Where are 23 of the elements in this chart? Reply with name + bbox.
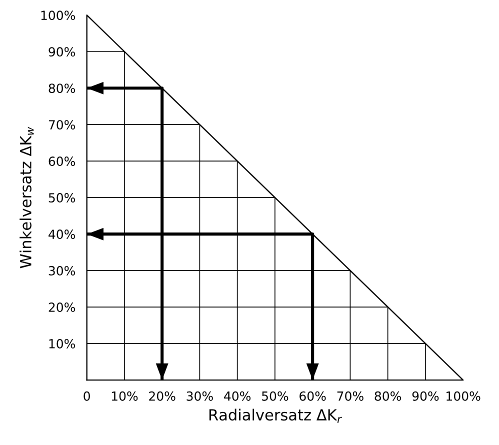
x-tick-label: 40% <box>224 391 251 401</box>
y-tick-label: 80% <box>48 84 76 94</box>
y-tick-label: 70% <box>48 120 76 130</box>
x-tick-label: 70% <box>337 391 364 401</box>
x-tick-label: 90% <box>412 391 439 401</box>
y-tick-label: 60% <box>48 156 76 166</box>
y-tick-label: 20% <box>48 302 76 312</box>
y-tick-label: 50% <box>48 193 76 203</box>
x-axis-title: Radialversatz ΔK$_{r}$ <box>209 408 342 423</box>
y-axis-title: Winkelversatz ΔK$_{w}$ <box>20 126 34 268</box>
y-tick-label: 100% <box>41 10 76 20</box>
x-tick-label: 80% <box>374 391 402 401</box>
x-tick-label: 50% <box>262 391 288 401</box>
y-tick-label: 10% <box>49 339 76 348</box>
x-tick-label: 100% <box>446 391 480 401</box>
x-tick-label: 0 <box>84 391 90 401</box>
x-tick-label: 10% <box>112 391 138 401</box>
y-tick-label: 40% <box>48 230 76 239</box>
y-tick-label: 90% <box>48 47 76 57</box>
x-tick-label: 30% <box>186 391 213 401</box>
y-tick-label: 30% <box>48 266 76 276</box>
x-tick-label: 20% <box>149 391 176 401</box>
x-tick-label: 60% <box>300 391 326 401</box>
